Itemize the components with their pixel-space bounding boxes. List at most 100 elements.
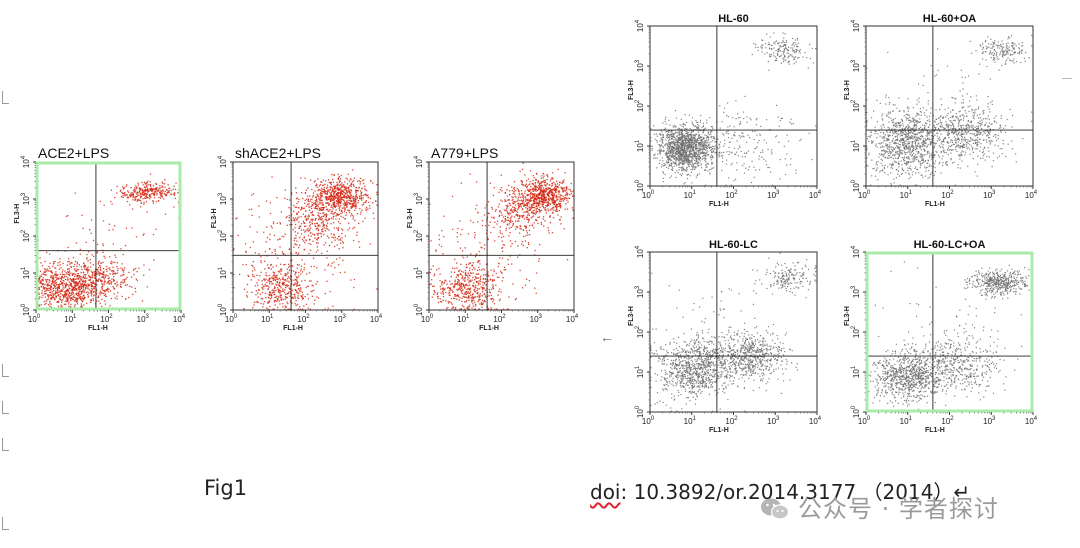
data-point bbox=[172, 188, 174, 190]
data-point bbox=[500, 174, 502, 176]
data-point bbox=[111, 278, 113, 280]
data-point bbox=[541, 190, 543, 193]
data-point bbox=[331, 186, 333, 188]
data-point bbox=[342, 184, 344, 186]
data-point bbox=[358, 241, 360, 243]
data-point bbox=[317, 190, 319, 192]
data-point bbox=[532, 193, 534, 195]
data-point bbox=[50, 306, 53, 308]
data-point bbox=[348, 196, 350, 198]
data-point bbox=[288, 308, 290, 310]
data-point bbox=[76, 261, 78, 264]
data-point bbox=[342, 186, 344, 188]
data-point bbox=[151, 188, 153, 191]
data-point bbox=[459, 282, 461, 284]
data-point bbox=[286, 268, 288, 270]
data-point bbox=[335, 194, 337, 197]
data-point bbox=[88, 274, 90, 277]
data-point bbox=[132, 192, 134, 194]
data-point bbox=[250, 279, 252, 281]
data-point bbox=[76, 297, 78, 299]
data-point bbox=[707, 150, 709, 152]
data-point bbox=[352, 218, 354, 220]
data-point bbox=[96, 269, 98, 271]
data-point bbox=[54, 274, 56, 276]
data-point bbox=[87, 260, 89, 262]
y-tick-exponent: 3 bbox=[218, 192, 224, 196]
data-point bbox=[354, 202, 356, 204]
data-point bbox=[557, 196, 559, 198]
data-point bbox=[120, 281, 122, 284]
data-point bbox=[76, 282, 78, 284]
data-point bbox=[304, 192, 307, 194]
data-point bbox=[271, 252, 273, 254]
data-point bbox=[445, 291, 447, 294]
data-point bbox=[537, 180, 539, 182]
data-point bbox=[523, 225, 526, 227]
data-point bbox=[311, 284, 313, 286]
data-point bbox=[529, 200, 532, 202]
data-point bbox=[270, 264, 272, 266]
data-point bbox=[80, 283, 82, 285]
data-point bbox=[561, 189, 563, 191]
data-point bbox=[331, 191, 333, 194]
data-point bbox=[527, 193, 529, 196]
data-point bbox=[349, 203, 351, 205]
data-point bbox=[527, 178, 529, 180]
data-point bbox=[310, 212, 312, 214]
data-point bbox=[121, 274, 123, 276]
data-point bbox=[478, 294, 480, 296]
data-point bbox=[43, 283, 45, 285]
data-point bbox=[439, 301, 441, 303]
data-point bbox=[461, 304, 464, 307]
data-point bbox=[343, 184, 345, 186]
data-point bbox=[135, 185, 137, 187]
data-point bbox=[309, 221, 311, 223]
data-point bbox=[465, 283, 468, 286]
data-point bbox=[534, 195, 536, 197]
data-point bbox=[525, 207, 527, 209]
data-point bbox=[335, 215, 337, 217]
data-point bbox=[301, 291, 303, 293]
data-point bbox=[264, 268, 266, 270]
data-point bbox=[454, 283, 456, 285]
data-point bbox=[94, 277, 96, 279]
data-point bbox=[539, 189, 542, 191]
data-point bbox=[120, 248, 122, 250]
data-point bbox=[306, 273, 308, 275]
data-point bbox=[285, 217, 287, 219]
data-point bbox=[60, 280, 62, 282]
data-point bbox=[66, 290, 68, 292]
data-point bbox=[476, 292, 478, 294]
data-point bbox=[330, 184, 332, 186]
data-point bbox=[319, 218, 321, 220]
data-point bbox=[330, 182, 332, 184]
data-point bbox=[279, 263, 282, 265]
data-point bbox=[303, 236, 305, 238]
data-point bbox=[565, 187, 567, 190]
data-point bbox=[48, 296, 50, 298]
data-point bbox=[679, 147, 681, 149]
data-point bbox=[50, 276, 52, 279]
data-point bbox=[101, 284, 104, 286]
data-point bbox=[74, 263, 76, 266]
data-point bbox=[320, 199, 323, 201]
data-point bbox=[483, 301, 485, 303]
data-point bbox=[491, 206, 493, 209]
data-point bbox=[521, 192, 523, 195]
data-point bbox=[537, 222, 539, 225]
data-point bbox=[353, 239, 355, 242]
data-point bbox=[518, 199, 520, 202]
data-point bbox=[468, 274, 470, 276]
data-point bbox=[122, 271, 125, 273]
data-point bbox=[294, 206, 296, 208]
data-point bbox=[675, 163, 677, 165]
data-point bbox=[326, 193, 328, 195]
data-point bbox=[358, 180, 360, 182]
data-point bbox=[102, 261, 104, 264]
data-point bbox=[84, 284, 86, 286]
data-point bbox=[510, 219, 512, 221]
data-point bbox=[117, 267, 119, 270]
data-point bbox=[348, 186, 350, 188]
data-point bbox=[333, 206, 335, 208]
